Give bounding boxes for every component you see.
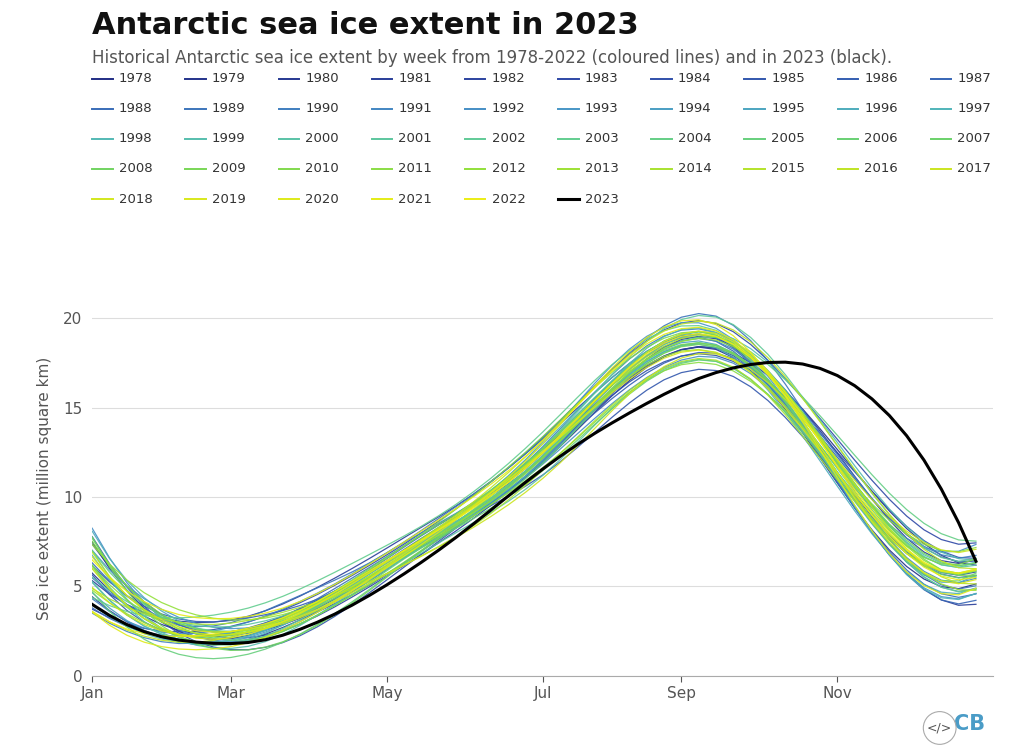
- Text: 1978: 1978: [119, 72, 153, 86]
- Text: 2021: 2021: [398, 192, 432, 206]
- Text: 1984: 1984: [678, 72, 712, 86]
- Text: </>: </>: [927, 722, 952, 734]
- Text: 1995: 1995: [771, 102, 805, 116]
- Text: 1994: 1994: [678, 102, 712, 116]
- Text: 2011: 2011: [398, 162, 432, 176]
- Text: 2018: 2018: [119, 192, 153, 206]
- Text: 1980: 1980: [305, 72, 339, 86]
- Text: 2007: 2007: [957, 132, 991, 146]
- Text: 1985: 1985: [771, 72, 805, 86]
- Text: 2010: 2010: [305, 162, 339, 176]
- Text: 1992: 1992: [492, 102, 525, 116]
- Text: 2000: 2000: [305, 132, 339, 146]
- Text: 2008: 2008: [119, 162, 153, 176]
- Text: 2004: 2004: [678, 132, 712, 146]
- Text: Historical Antarctic sea ice extent by week from 1978-2022 (coloured lines) and : Historical Antarctic sea ice extent by w…: [92, 49, 892, 67]
- Text: Antarctic sea ice extent in 2023: Antarctic sea ice extent in 2023: [92, 11, 639, 41]
- Text: 1987: 1987: [957, 72, 991, 86]
- Text: 1991: 1991: [398, 102, 432, 116]
- Text: 2002: 2002: [492, 132, 525, 146]
- Text: 1996: 1996: [864, 102, 898, 116]
- Text: 1999: 1999: [212, 132, 246, 146]
- Text: 2014: 2014: [678, 162, 712, 176]
- Text: 2017: 2017: [957, 162, 991, 176]
- Text: 2022: 2022: [492, 192, 525, 206]
- Text: 1993: 1993: [585, 102, 618, 116]
- Text: 1986: 1986: [864, 72, 898, 86]
- Y-axis label: Sea ice extent (million square km): Sea ice extent (million square km): [37, 357, 52, 620]
- Text: 2013: 2013: [585, 162, 618, 176]
- Text: 2012: 2012: [492, 162, 525, 176]
- Text: 2015: 2015: [771, 162, 805, 176]
- Text: 1988: 1988: [119, 102, 153, 116]
- Text: 2001: 2001: [398, 132, 432, 146]
- Text: CB: CB: [954, 714, 985, 734]
- Text: 2020: 2020: [305, 192, 339, 206]
- Text: 1998: 1998: [119, 132, 153, 146]
- Text: 2023: 2023: [585, 192, 618, 206]
- Text: 1997: 1997: [957, 102, 991, 116]
- Text: 1979: 1979: [212, 72, 246, 86]
- Text: 2009: 2009: [212, 162, 246, 176]
- Text: 2003: 2003: [585, 132, 618, 146]
- Text: 2016: 2016: [864, 162, 898, 176]
- Text: 1982: 1982: [492, 72, 525, 86]
- Text: 2006: 2006: [864, 132, 898, 146]
- Text: 1990: 1990: [305, 102, 339, 116]
- Text: 1989: 1989: [212, 102, 246, 116]
- Text: 2019: 2019: [212, 192, 246, 206]
- Text: 1981: 1981: [398, 72, 432, 86]
- Text: 1983: 1983: [585, 72, 618, 86]
- Text: 2005: 2005: [771, 132, 805, 146]
